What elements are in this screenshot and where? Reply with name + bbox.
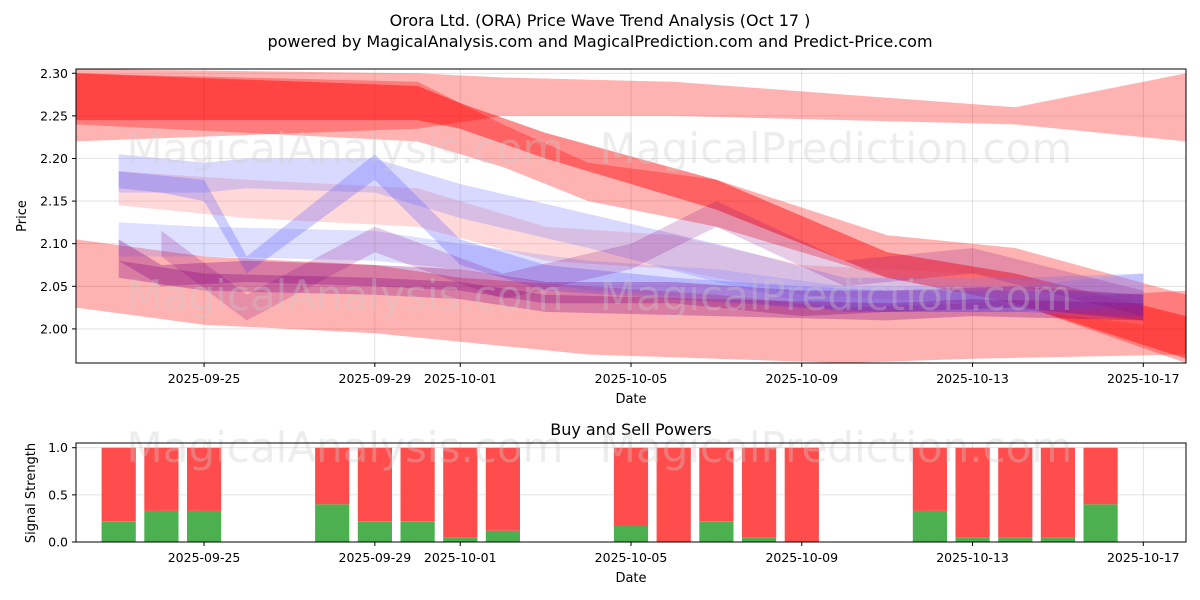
signal-x-tick-label-4: 2025-10-09 <box>765 550 838 565</box>
buy-bar-7 <box>485 530 520 542</box>
buy-bar-16 <box>1040 537 1075 542</box>
price-wave-band-0 <box>76 69 1186 142</box>
price-grid <box>76 69 1186 363</box>
sell-bar-16 <box>1040 447 1075 538</box>
price-wave-band-4 <box>118 171 1144 325</box>
sell-bar-5 <box>400 447 435 522</box>
buy-sell-bars <box>101 447 1118 542</box>
price-wave-band-1 <box>76 73 1186 363</box>
sell-bar-4 <box>357 447 392 522</box>
price-wave-band-7 <box>118 154 1144 317</box>
sell-bar-15 <box>998 447 1033 538</box>
watermark-prediction-bottom: MagicalPrediction.com <box>600 423 1073 472</box>
signal-y-tick-label-2: 1.0 <box>48 440 68 455</box>
price-y-tick-label-6: 2.30 <box>40 66 68 81</box>
price-y-tick-label-5: 2.25 <box>40 108 68 123</box>
price-wave-panel: MagicalAnalysis.com MagicalPrediction.co… <box>15 66 1187 407</box>
price-wave-band-2 <box>76 239 1186 363</box>
buy-sell-title: Buy and Sell Powers <box>550 420 712 439</box>
buy-bar-3 <box>315 504 350 542</box>
price-wave-band-10 <box>161 201 1144 321</box>
price-x-tick-label-6: 2025-10-17 <box>1107 371 1180 386</box>
signal-x-tick-label-5: 2025-10-13 <box>936 550 1009 565</box>
price-x-tick-label-4: 2025-10-09 <box>765 371 838 386</box>
price-x-tick-label-1: 2025-09-29 <box>339 371 412 386</box>
price-wave-band-6 <box>118 222 1144 312</box>
buy-bar-5 <box>400 521 435 542</box>
price-wave-band-5 <box>118 154 1144 312</box>
signal-y-tick-label-0: 0.0 <box>48 535 68 550</box>
price-y-axis: 2.00 2.05 2.10 2.15 2.20 2.25 2.30 <box>40 66 76 336</box>
price-y-tick-label-3: 2.15 <box>40 194 68 209</box>
buy-bar-14 <box>955 537 990 542</box>
chart-title: Orora Ltd. (ORA) Price Wave Trend Analys… <box>390 11 811 30</box>
buy-bar-0 <box>101 521 136 542</box>
price-x-axis-label: Date <box>615 392 646 407</box>
signal-x-tick-label-0: 2025-09-25 <box>168 550 241 565</box>
buy-bar-1 <box>144 510 179 542</box>
sell-bar-7 <box>485 447 520 531</box>
sell-bar-8 <box>613 447 649 526</box>
price-wave-band-3 <box>76 73 1186 359</box>
signal-x-tick-label-2: 2025-10-01 <box>424 550 497 565</box>
price-x-tick-label-3: 2025-10-05 <box>595 371 668 386</box>
watermark-analysis-bottom: MagicalAnalysis.com <box>127 423 564 472</box>
buy-bar-6 <box>443 537 478 542</box>
sell-bar-12 <box>784 447 819 542</box>
buy-bar-15 <box>998 537 1033 542</box>
price-y-tick-label-4: 2.20 <box>40 151 68 166</box>
signal-x-tick-label-1: 2025-09-29 <box>339 550 412 565</box>
signal-y-tick-label-1: 0.5 <box>48 487 68 502</box>
price-x-tick-label-2: 2025-10-01 <box>424 371 497 386</box>
price-y-axis-label: Price <box>15 200 30 232</box>
signal-y-axis-label: Signal Strength <box>24 443 39 543</box>
price-y-tick-label-1: 2.05 <box>40 279 68 294</box>
buy-bar-17 <box>1083 504 1118 542</box>
price-wave-band-8 <box>118 239 1144 321</box>
price-y-tick-label-2: 2.10 <box>40 236 68 251</box>
sell-bar-1 <box>144 447 179 511</box>
sell-bar-6 <box>443 447 478 538</box>
signal-x-tick-label-6: 2025-10-17 <box>1107 550 1180 565</box>
buy-bar-8 <box>613 526 649 542</box>
sell-bar-3 <box>315 447 350 505</box>
price-x-tick-label-0: 2025-09-25 <box>168 371 241 386</box>
sell-bar-17 <box>1083 447 1118 505</box>
buy-bar-2 <box>187 510 222 542</box>
sell-bar-9 <box>656 447 691 542</box>
sell-bar-0 <box>101 447 136 522</box>
sell-bar-11 <box>742 447 777 538</box>
sell-bar-2 <box>187 447 222 511</box>
watermark-analysis-mid: MagicalAnalysis.com <box>127 271 564 320</box>
buy-sell-panel: Buy and Sell Powers MagicalAnalysis.com … <box>24 420 1187 586</box>
buy-bar-10 <box>699 521 734 542</box>
signal-y-axis: 0.0 0.5 1.0 <box>48 440 76 550</box>
sell-bar-10 <box>699 447 734 522</box>
sell-bar-14 <box>955 447 990 538</box>
watermark-prediction-top: MagicalPrediction.com <box>600 124 1073 173</box>
buy-bar-13 <box>912 510 947 542</box>
price-wave-bands <box>76 69 1186 363</box>
watermark-prediction-mid: MagicalPrediction.com <box>600 271 1073 320</box>
signal-x-axis: 2025-09-25 2025-09-29 2025-10-01 2025-10-05… <box>168 542 1180 565</box>
watermark-analysis-top: MagicalAnalysis.com <box>127 124 564 173</box>
price-y-tick-label-0: 2.00 <box>40 321 68 336</box>
price-x-axis: 2025-09-25 2025-09-29 2025-10-01 2025-10-05… <box>168 363 1180 386</box>
sell-bar-13 <box>912 447 947 511</box>
price-wave-band-9 <box>118 260 1144 321</box>
signal-x-tick-label-3: 2025-10-05 <box>595 550 668 565</box>
buy-bar-11 <box>742 537 777 542</box>
chart-subtitle: powered by MagicalAnalysis.com and Magic… <box>267 32 932 51</box>
buy-bar-4 <box>357 521 392 542</box>
price-x-tick-label-5: 2025-10-13 <box>936 371 1009 386</box>
signal-x-axis-label: Date <box>615 571 646 586</box>
